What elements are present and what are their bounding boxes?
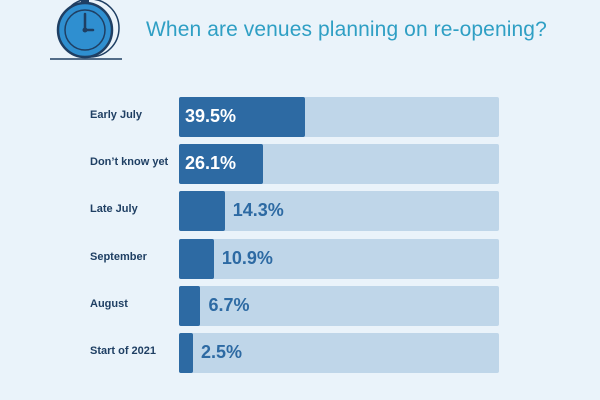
bar-row: September 10.9%: [0, 238, 600, 279]
bar-row: August 6.7%: [0, 285, 600, 326]
data-label: 26.1%: [185, 153, 237, 174]
stopwatch-icon: [50, 0, 122, 60]
bar-track: [179, 238, 499, 279]
bar: [179, 333, 193, 373]
bar-track: [179, 285, 499, 326]
bar-track: [179, 333, 499, 373]
category-label: Early July: [90, 109, 142, 121]
bar-row: Late July 14.3%: [0, 191, 600, 232]
data-label: 14.3%: [232, 200, 284, 221]
header: When are venues planning on re-opening?: [0, 0, 600, 62]
category-label: Don’t know yet: [90, 156, 169, 169]
chart-title: When are venues planning on re-opening?: [146, 18, 547, 41]
bar: [179, 97, 306, 137]
bar: [179, 238, 214, 279]
data-label: 2.5%: [201, 342, 243, 362]
category-label: September: [90, 250, 147, 263]
bar: [179, 144, 263, 185]
bar-row: Don’t know yet 26.1%: [0, 144, 600, 185]
data-label: 6.7%: [208, 294, 250, 315]
bar-row: Early July 39.5%: [0, 97, 600, 137]
data-label: 10.9%: [221, 247, 273, 268]
data-label: 39.5%: [185, 106, 237, 126]
bar: [179, 285, 201, 326]
bar-row: Start of 2021 2.5%: [0, 333, 600, 373]
category-label: Late July: [90, 203, 138, 216]
bar-track: [179, 191, 499, 232]
category-label: Start of 2021: [90, 345, 157, 357]
bar: [179, 191, 225, 232]
category-label: August: [90, 297, 128, 310]
